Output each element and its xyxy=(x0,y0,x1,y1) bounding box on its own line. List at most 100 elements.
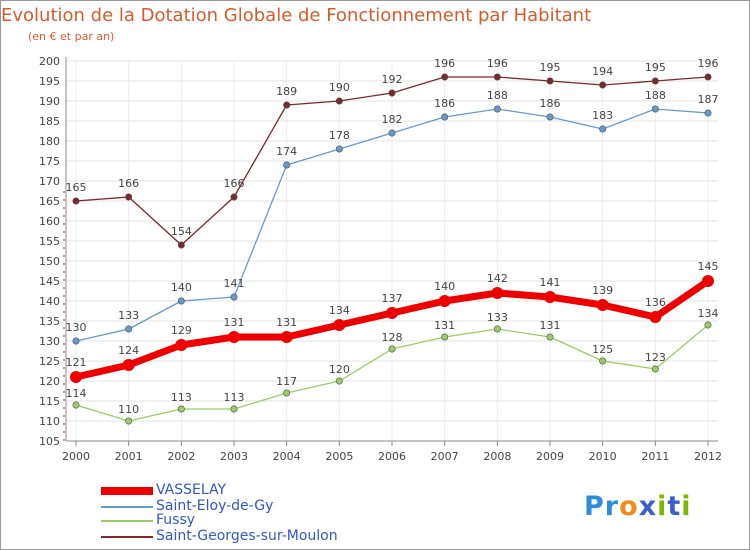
legend-swatch xyxy=(101,506,153,508)
data-label: 129 xyxy=(171,324,192,337)
data-point xyxy=(388,345,396,353)
data-point xyxy=(122,359,135,371)
data-label: 124 xyxy=(118,344,139,357)
data-label: 186 xyxy=(540,97,561,110)
y-tick-label: 155 xyxy=(39,235,60,248)
data-label: 128 xyxy=(382,331,403,344)
data-point xyxy=(546,77,554,85)
x-tick-label: 2010 xyxy=(589,450,617,463)
data-point xyxy=(599,125,607,133)
x-tick-label: 2007 xyxy=(431,450,459,463)
data-label: 196 xyxy=(434,57,455,70)
logo-letter: o xyxy=(619,491,639,522)
data-label: 114 xyxy=(66,387,87,400)
data-label: 195 xyxy=(645,61,666,74)
legend-label: Saint-Eloy-de-Gy xyxy=(156,498,274,514)
data-point xyxy=(544,291,556,303)
data-label: 110 xyxy=(118,403,139,416)
data-label: 113 xyxy=(224,391,245,404)
y-tick-label: 110 xyxy=(39,415,60,428)
axes xyxy=(63,57,718,446)
y-tick-label: 175 xyxy=(39,155,60,168)
data-point xyxy=(283,101,291,109)
data-label: 196 xyxy=(487,57,508,70)
data-label: 121 xyxy=(66,356,87,369)
data-label: 140 xyxy=(434,280,455,293)
data-label: 183 xyxy=(592,109,613,122)
data-label: 141 xyxy=(540,276,561,289)
logo-letter: r xyxy=(604,491,620,522)
y-tick-label: 195 xyxy=(39,75,60,88)
data-label: 117 xyxy=(276,375,297,388)
data-point xyxy=(230,405,238,413)
data-point xyxy=(230,293,238,301)
data-point xyxy=(651,77,659,85)
legend-label: Fussy xyxy=(156,512,196,528)
data-label: 190 xyxy=(329,81,350,94)
data-point xyxy=(599,357,607,365)
data-point xyxy=(493,73,501,81)
x-tick-label: 2001 xyxy=(115,450,143,463)
data-label: 182 xyxy=(382,113,403,126)
data-point xyxy=(704,109,712,117)
data-label: 194 xyxy=(592,65,613,78)
data-label: 125 xyxy=(592,343,613,356)
data-point xyxy=(230,193,238,201)
data-label: 139 xyxy=(592,284,613,297)
data-point xyxy=(335,97,343,105)
data-point xyxy=(175,339,188,351)
y-tick-label: 150 xyxy=(39,255,60,268)
data-point xyxy=(702,275,714,287)
proxiti-logo: Proxiti xyxy=(584,491,692,522)
logo-letter: t xyxy=(667,491,682,522)
y-tick-label: 200 xyxy=(39,55,60,68)
x-tick-labels: 2000 2001 2002 2003 2004 2005 2006 2007 2008 2009… xyxy=(62,450,722,463)
x-tick-label: 2004 xyxy=(273,450,301,463)
chart-subtitle: (en € et par an) xyxy=(28,30,115,43)
y-tick-label: 185 xyxy=(39,115,60,128)
data-label: 188 xyxy=(487,89,508,102)
logo-letter: i xyxy=(657,491,668,522)
data-point xyxy=(70,371,82,383)
y-tick-label: 160 xyxy=(39,215,60,228)
data-point xyxy=(649,311,662,323)
data-point xyxy=(280,331,293,343)
data-label: 137 xyxy=(382,292,403,305)
data-point xyxy=(283,161,291,169)
data-points xyxy=(70,73,714,425)
y-tick-label: 115 xyxy=(39,395,60,408)
data-label: 192 xyxy=(382,73,403,86)
data-point xyxy=(333,319,346,331)
data-label: 134 xyxy=(329,304,350,317)
data-point xyxy=(125,193,133,201)
data-point xyxy=(177,405,185,413)
data-label: 166 xyxy=(224,177,245,190)
data-label: 187 xyxy=(698,93,719,106)
data-label: 174 xyxy=(276,145,297,158)
data-point xyxy=(335,145,343,153)
x-tick-label: 2002 xyxy=(167,450,195,463)
data-point xyxy=(546,113,554,121)
y-tick-label: 170 xyxy=(39,175,60,188)
y-tick-labels: 105 110 115 120 125 130 135 140 145 150 155 160 165 1… xyxy=(39,55,60,448)
y-tick-label: 120 xyxy=(39,375,60,388)
x-tick-label: 2005 xyxy=(325,450,353,463)
data-label: 195 xyxy=(540,61,561,74)
data-label: 120 xyxy=(329,363,350,376)
data-label: 186 xyxy=(434,97,455,110)
data-point xyxy=(493,325,501,333)
data-point xyxy=(72,337,80,345)
data-point xyxy=(704,321,712,329)
y-tick-label: 135 xyxy=(39,315,60,328)
data-label: 130 xyxy=(66,321,87,334)
y-tick-label: 130 xyxy=(39,335,60,348)
data-label: 134 xyxy=(698,307,719,320)
data-point xyxy=(491,287,504,299)
x-tick-label: 2012 xyxy=(694,450,722,463)
logo-letter: x xyxy=(638,491,658,522)
chart-title: Evolution de la Dotation Globale de Fonc… xyxy=(1,5,592,26)
data-label: 136 xyxy=(645,296,666,309)
data-point xyxy=(72,197,80,205)
